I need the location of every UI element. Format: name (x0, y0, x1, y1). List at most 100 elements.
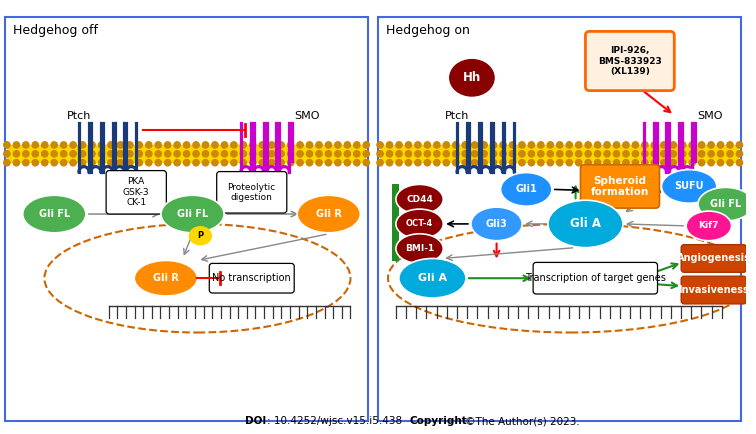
Circle shape (297, 151, 303, 157)
Circle shape (623, 142, 629, 148)
Circle shape (538, 142, 544, 148)
Circle shape (491, 142, 497, 148)
Circle shape (354, 160, 360, 166)
Circle shape (434, 151, 440, 157)
Circle shape (60, 160, 67, 166)
Circle shape (13, 142, 20, 148)
Circle shape (4, 142, 10, 148)
Circle shape (222, 142, 228, 148)
Text: Gli FL: Gli FL (710, 199, 741, 209)
Circle shape (146, 142, 152, 148)
Circle shape (661, 160, 667, 166)
Circle shape (278, 160, 284, 166)
Circle shape (481, 142, 488, 148)
Circle shape (585, 142, 591, 148)
Circle shape (13, 160, 20, 166)
Circle shape (708, 151, 714, 157)
Circle shape (127, 160, 133, 166)
Circle shape (174, 142, 180, 148)
Circle shape (566, 142, 572, 148)
Circle shape (415, 160, 421, 166)
Text: Kif7: Kif7 (699, 221, 719, 230)
Circle shape (585, 151, 591, 157)
Circle shape (642, 151, 648, 157)
Circle shape (174, 151, 180, 157)
Circle shape (287, 142, 294, 148)
Circle shape (424, 160, 430, 166)
Text: DOI: DOI (245, 416, 267, 426)
FancyBboxPatch shape (533, 263, 658, 294)
Circle shape (136, 151, 142, 157)
Circle shape (4, 160, 10, 166)
Circle shape (98, 142, 104, 148)
Circle shape (632, 160, 639, 166)
Circle shape (174, 160, 180, 166)
Circle shape (32, 142, 39, 148)
Ellipse shape (396, 234, 443, 263)
Circle shape (335, 160, 341, 166)
Circle shape (249, 160, 256, 166)
Circle shape (165, 160, 171, 166)
Text: PKA
GSK-3
CK-1: PKA GSK-3 CK-1 (123, 178, 150, 207)
Circle shape (575, 151, 582, 157)
Ellipse shape (135, 260, 197, 296)
Circle shape (89, 151, 95, 157)
Circle shape (736, 142, 742, 148)
Circle shape (23, 160, 29, 166)
Circle shape (344, 151, 351, 157)
Circle shape (462, 151, 469, 157)
Circle shape (396, 160, 402, 166)
Circle shape (396, 142, 402, 148)
Circle shape (23, 142, 29, 148)
FancyBboxPatch shape (681, 276, 746, 304)
Circle shape (670, 160, 677, 166)
Circle shape (566, 151, 572, 157)
Text: P: P (197, 231, 203, 240)
Circle shape (249, 151, 256, 157)
Circle shape (405, 160, 411, 166)
Circle shape (259, 160, 265, 166)
Circle shape (491, 151, 497, 157)
Circle shape (424, 142, 430, 148)
Circle shape (632, 142, 639, 148)
Circle shape (335, 151, 341, 157)
Circle shape (203, 160, 209, 166)
Circle shape (623, 151, 629, 157)
Circle shape (472, 160, 478, 166)
Circle shape (613, 142, 620, 148)
Circle shape (354, 151, 360, 157)
Circle shape (453, 151, 459, 157)
Circle shape (613, 151, 620, 157)
Circle shape (70, 151, 76, 157)
Circle shape (79, 142, 85, 148)
Circle shape (259, 142, 265, 148)
Text: Ptch: Ptch (67, 111, 91, 121)
Circle shape (377, 160, 383, 166)
Text: : 10.4252/wjsc.v15.i5.438: : 10.4252/wjsc.v15.i5.438 (267, 416, 405, 426)
Circle shape (528, 160, 534, 166)
Circle shape (231, 151, 237, 157)
Circle shape (70, 160, 76, 166)
Text: Gli FL: Gli FL (39, 209, 70, 219)
Circle shape (98, 160, 104, 166)
Circle shape (585, 160, 591, 166)
Ellipse shape (686, 211, 732, 241)
Circle shape (604, 160, 610, 166)
Circle shape (415, 151, 421, 157)
Circle shape (212, 160, 218, 166)
Circle shape (547, 151, 553, 157)
Circle shape (108, 151, 114, 157)
Circle shape (108, 160, 114, 166)
Text: Gli R: Gli R (153, 273, 179, 283)
Circle shape (500, 151, 507, 157)
Circle shape (117, 151, 123, 157)
Circle shape (519, 160, 525, 166)
Circle shape (510, 142, 516, 148)
Circle shape (4, 151, 10, 157)
Circle shape (670, 151, 677, 157)
FancyBboxPatch shape (581, 164, 659, 208)
Circle shape (642, 160, 648, 166)
Text: IPI-926,
BMS-833923
(XL139): IPI-926, BMS-833923 (XL139) (598, 46, 662, 76)
Text: SMO: SMO (697, 111, 723, 121)
FancyBboxPatch shape (378, 16, 742, 421)
